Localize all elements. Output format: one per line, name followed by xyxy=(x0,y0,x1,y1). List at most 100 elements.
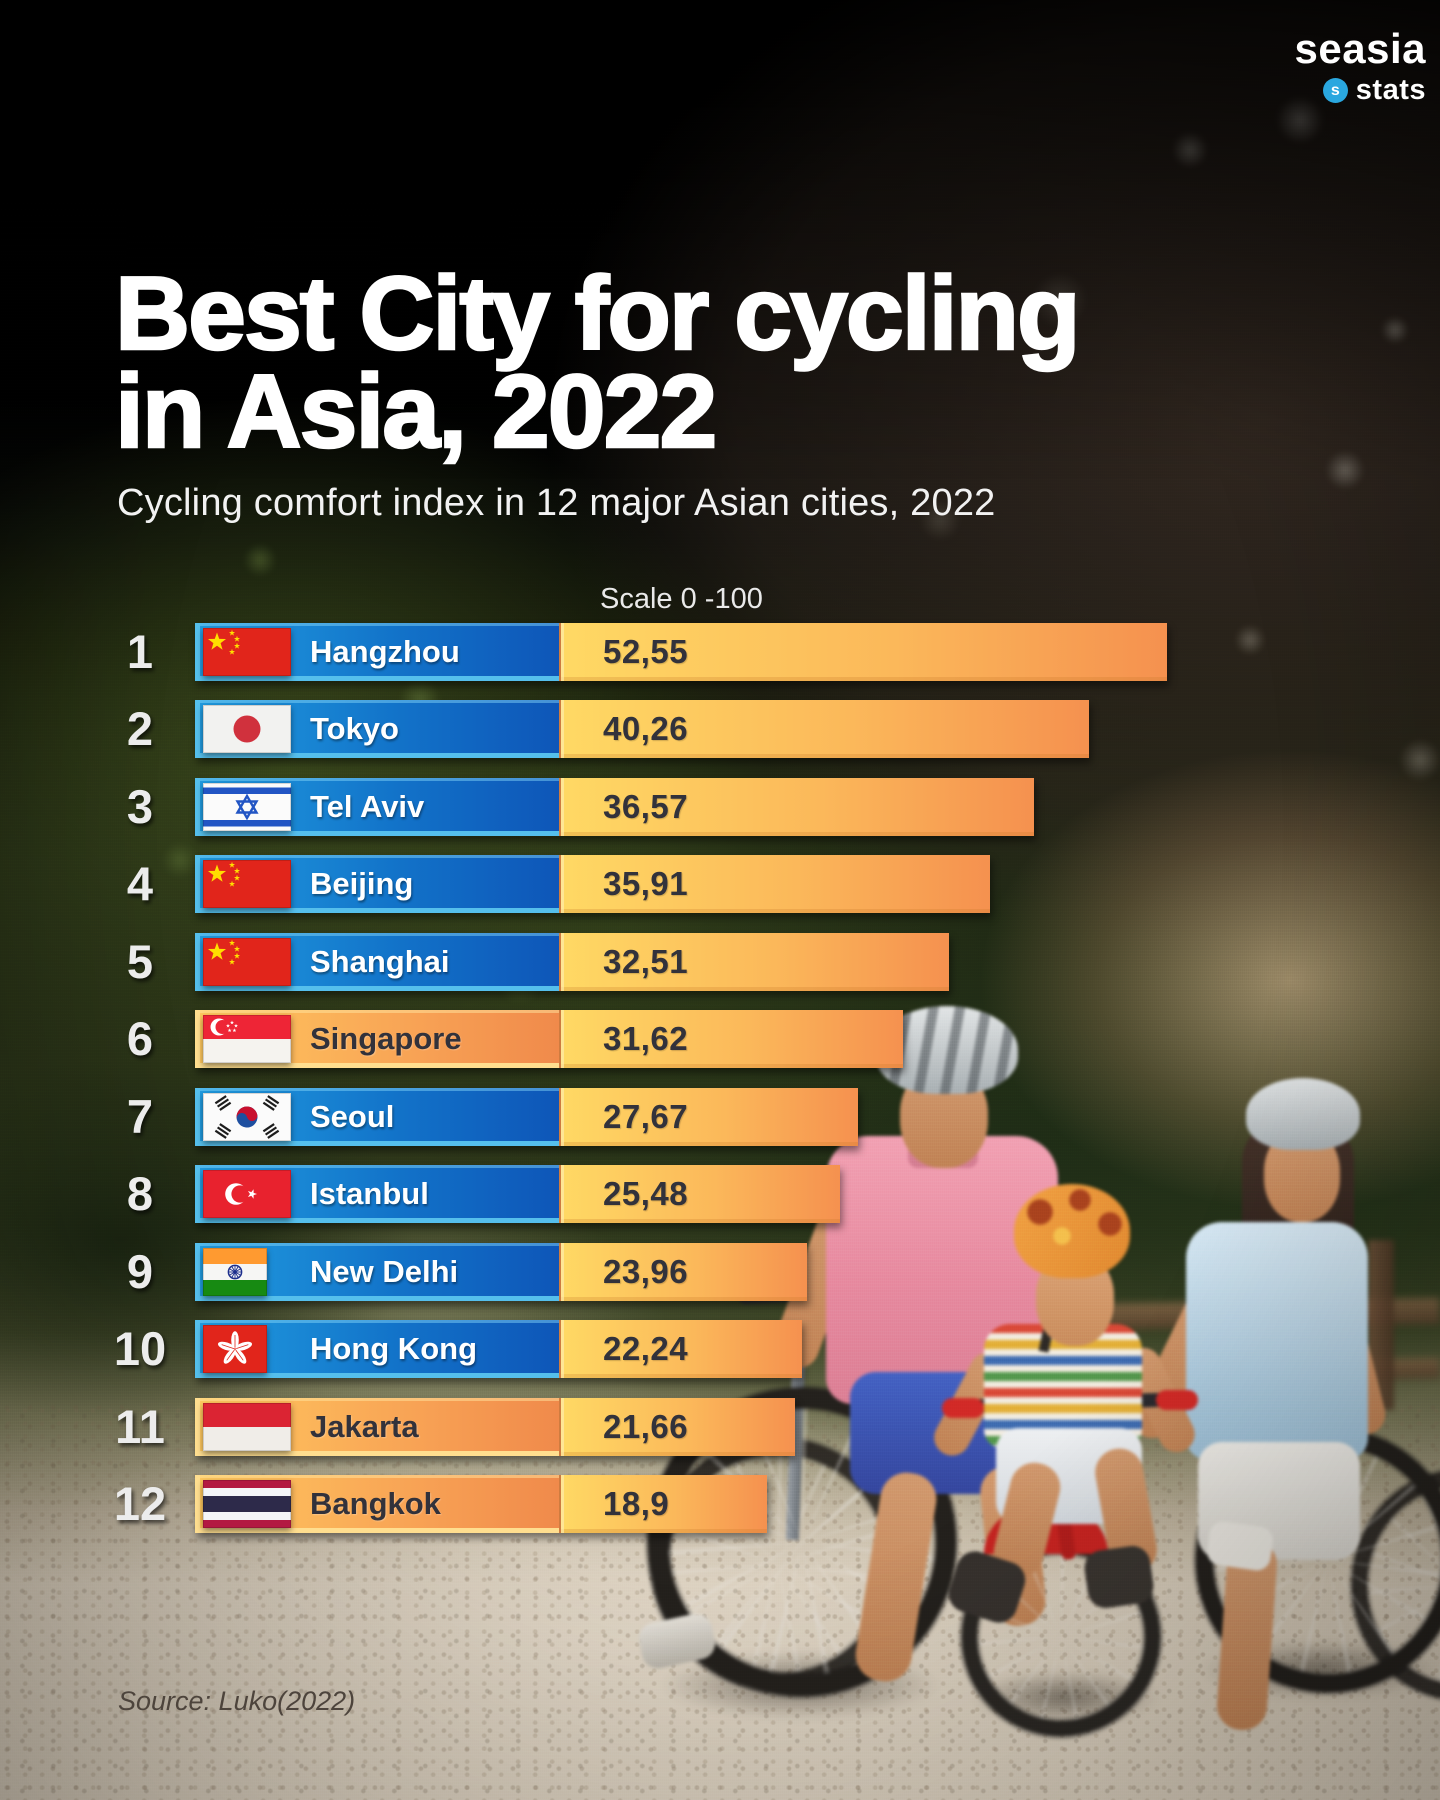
city-name-section: Jakarta xyxy=(195,1398,559,1456)
flag-south-korea-icon xyxy=(203,1093,291,1141)
flag-india-icon xyxy=(203,1248,291,1296)
city-name-section: Shanghai xyxy=(195,933,559,991)
city-name-section: New Delhi xyxy=(195,1243,559,1301)
rank-label: 11 xyxy=(115,1400,165,1453)
value-label: 23,96 xyxy=(603,1253,689,1290)
value-label: 25,48 xyxy=(603,1175,689,1212)
chart-row: 9 New Delhi 23,96 xyxy=(0,1243,1440,1301)
flag-china-icon xyxy=(203,628,291,676)
city-bar: Bangkok 18,9 xyxy=(195,1475,767,1533)
city-bar: Istanbul 25,48 xyxy=(195,1165,840,1223)
chart-row: 10 Hong Kong 22,24 xyxy=(0,1320,1440,1378)
flag-thailand-icon xyxy=(203,1480,291,1528)
flag-japan-icon xyxy=(203,705,291,753)
value-label: 22,24 xyxy=(603,1330,689,1367)
value-section: 22,24 xyxy=(559,1320,802,1378)
rank-label: 5 xyxy=(126,935,154,988)
flag-hong-kong-icon xyxy=(203,1325,291,1373)
city-bar: Singapore 31,62 xyxy=(195,1010,903,1068)
city-label: Istanbul xyxy=(310,1176,429,1211)
value-section: 32,51 xyxy=(559,933,949,991)
flag-israel-icon xyxy=(203,783,291,831)
value-label: 27,67 xyxy=(603,1098,689,1135)
chart-row: 4 Beijing 35,91 xyxy=(0,855,1440,913)
value-label: 52,55 xyxy=(603,633,689,670)
chart-row: 5 Shanghai 32,51 xyxy=(0,933,1440,991)
value-label: 40,26 xyxy=(603,710,689,747)
seasia-stats-logo: seasia s stats xyxy=(1295,28,1426,107)
city-name-section: Beijing xyxy=(195,855,559,913)
value-section: 18,9 xyxy=(559,1475,767,1533)
title-line2: in Asia, 2022 xyxy=(114,353,719,470)
city-label: Jakarta xyxy=(310,1409,419,1444)
city-name-section: Seoul xyxy=(195,1088,559,1146)
value-section: 52,55 xyxy=(559,623,1167,681)
value-section: 35,91 xyxy=(559,855,990,913)
city-label: Bangkok xyxy=(310,1486,441,1521)
value-label: 36,57 xyxy=(603,788,689,825)
chart-row: 6 Singapore 31,62 xyxy=(0,1010,1440,1068)
city-label: Tokyo xyxy=(310,711,399,746)
flag-singapore-icon xyxy=(203,1015,291,1063)
city-name-section: Tel Aviv xyxy=(195,778,559,836)
city-bar: Beijing 35,91 xyxy=(195,855,990,913)
chart-row: 12 Bangkok 18,9 xyxy=(0,1475,1440,1533)
page-subtitle: Cycling comfort index in 12 major Asian … xyxy=(117,482,996,524)
city-bar: Tokyo 40,26 xyxy=(195,700,1089,758)
city-bar: Hong Kong 22,24 xyxy=(195,1320,802,1378)
rank-label: 8 xyxy=(126,1167,154,1220)
logo-brand-text: seasia xyxy=(1294,25,1426,72)
value-section: 21,66 xyxy=(559,1398,795,1456)
city-name-section: Singapore xyxy=(195,1010,559,1068)
value-section: 40,26 xyxy=(559,700,1089,758)
value-section: 27,67 xyxy=(559,1088,858,1146)
city-label: New Delhi xyxy=(310,1254,459,1289)
value-label: 21,66 xyxy=(603,1408,689,1445)
page-title: Best City for cycling in Asia, 2022 xyxy=(114,256,1082,470)
chart-row: 11 Jakarta 21,66 xyxy=(0,1398,1440,1456)
city-bar: Jakarta 21,66 xyxy=(195,1398,795,1456)
rank-label: 7 xyxy=(126,1090,154,1143)
value-section: 25,48 xyxy=(559,1165,840,1223)
value-label: 35,91 xyxy=(603,865,689,902)
value-label: 32,51 xyxy=(603,943,689,980)
value-section: 23,96 xyxy=(559,1243,807,1301)
title-line1: Best City for cycling xyxy=(114,256,1082,372)
chart-row: 2 Tokyo 40,26 xyxy=(0,700,1440,758)
city-name-section: Tokyo xyxy=(195,700,559,758)
rank-label: 6 xyxy=(126,1012,154,1065)
flag-china-icon xyxy=(203,860,291,908)
rank-label: 3 xyxy=(126,780,154,833)
flag-turkey-icon xyxy=(203,1170,291,1218)
city-bar: Hangzhou 52,55 xyxy=(195,623,1167,681)
city-label: Tel Aviv xyxy=(310,789,425,824)
city-name-section: Bangkok xyxy=(195,1475,559,1533)
city-label: Hong Kong xyxy=(310,1331,478,1366)
city-label: Hangzhou xyxy=(310,634,460,669)
logo-sub-text: stats xyxy=(1355,74,1426,106)
city-label: Seoul xyxy=(310,1099,395,1134)
city-name-section: Hangzhou xyxy=(195,623,559,681)
rank-label: 12 xyxy=(113,1477,167,1530)
city-label: Beijing xyxy=(310,866,414,901)
city-bar: New Delhi 23,96 xyxy=(195,1243,807,1301)
value-section: 31,62 xyxy=(559,1010,903,1068)
value-label: 18,9 xyxy=(603,1485,670,1522)
value-section: 36,57 xyxy=(559,778,1034,836)
rank-label: 9 xyxy=(126,1245,154,1298)
city-name-section: Hong Kong xyxy=(195,1320,559,1378)
scale-label: Scale 0 -100 xyxy=(600,583,763,615)
source-note: Source: Luko(2022) xyxy=(118,1686,356,1716)
flag-indonesia-icon xyxy=(203,1403,291,1451)
logo-s-icon: s xyxy=(1322,78,1348,103)
rank-label: 2 xyxy=(126,702,154,755)
rank-label: 4 xyxy=(126,857,154,910)
chart-row: 8 Istanbul 25,48 xyxy=(0,1165,1440,1223)
chart-row: 1 Hangzhou 52,55 xyxy=(0,623,1440,681)
chart-row: 3 Tel Aviv 36,57 xyxy=(0,778,1440,836)
rank-label: 10 xyxy=(113,1322,167,1375)
city-bar: Shanghai 32,51 xyxy=(195,933,949,991)
value-label: 31,62 xyxy=(603,1020,689,1057)
